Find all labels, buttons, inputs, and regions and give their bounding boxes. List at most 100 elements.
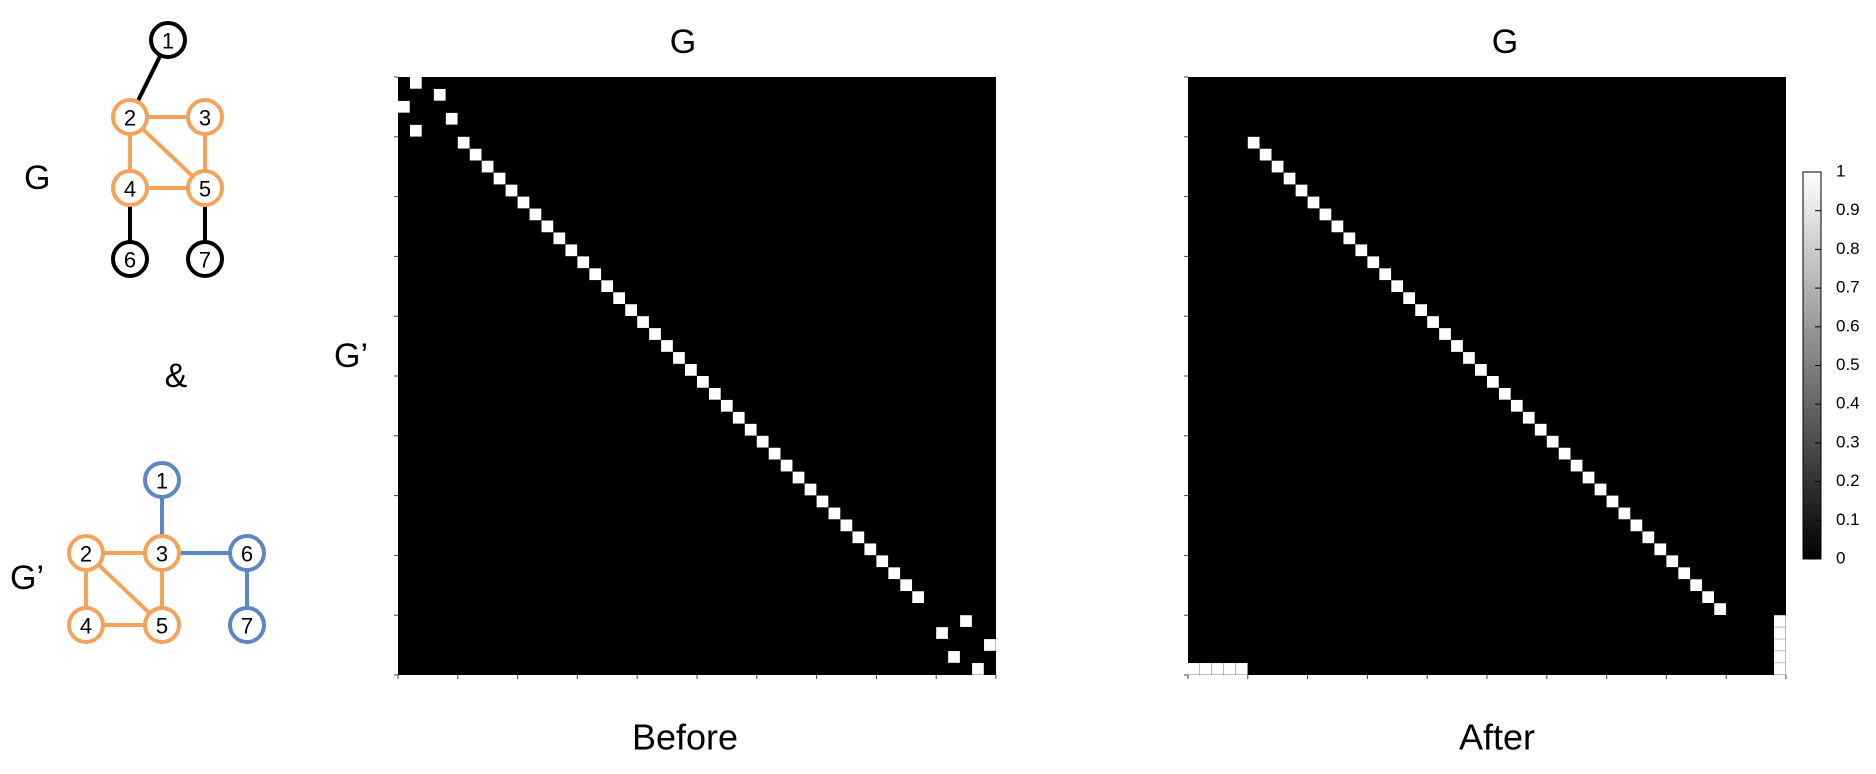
heatmap-cell (780, 459, 793, 472)
heatmap-cell (1415, 304, 1427, 316)
heatmap-cell (1427, 316, 1439, 328)
heatmap-cell (804, 483, 817, 496)
heatmap-cell (840, 519, 853, 532)
heatmap-cell (1594, 483, 1607, 496)
heatmap-cell (936, 627, 948, 639)
graph-gp-node-1: 1 (143, 461, 181, 499)
heatmap-cell (613, 292, 625, 304)
heatmap-cell (1702, 591, 1714, 603)
heatmap-cell (1343, 232, 1356, 245)
colorbar-tick-label: 0.5 (1836, 355, 1860, 374)
heatmap-cell (469, 148, 482, 161)
colorbar-tick-label: 0.6 (1836, 316, 1860, 335)
heatmap-cell (1774, 651, 1786, 663)
graph-gp-node-6: 6 (228, 534, 266, 572)
heatmap-cell (960, 615, 972, 627)
heatmap-cell (1522, 411, 1535, 424)
heatmap-before (394, 76, 997, 679)
graph-g: G 1 2 3 4 5 (24, 21, 224, 278)
heatmap-cell (1259, 148, 1272, 161)
colorbar-tick-label: 0 (1836, 548, 1845, 567)
heatmap-cell (1355, 244, 1368, 257)
heatmap-cell (1247, 136, 1260, 149)
heatmap-cell (1475, 364, 1487, 376)
heatmap-cell (553, 232, 566, 245)
graph-gp-node-1-label: 1 (156, 469, 168, 494)
graph-g-node-2-label: 2 (124, 106, 136, 131)
heatmap-cell (984, 639, 996, 651)
heatmap-cell (1319, 208, 1332, 221)
heatmap-cell (697, 376, 709, 388)
graph-g-node-3: 3 (186, 98, 224, 136)
colorbar-tick-label: 0.9 (1836, 200, 1860, 219)
heatmap-cell (601, 280, 614, 293)
heatmap-cell (1630, 519, 1643, 532)
ampersand: & (165, 357, 188, 395)
heatmap-cell (1403, 292, 1415, 304)
heatmap-cell (1498, 387, 1511, 400)
colorbar-ticks: 1 0.9 0.8 0.7 0.6 0.5 0.4 0.3 0.2 0.1 0 (1815, 161, 1860, 567)
colorbar-tick-label: 1 (1836, 161, 1845, 180)
heatmap-cell (565, 244, 578, 257)
graph-g-node-1-label: 1 (162, 29, 174, 54)
colorbar-tick-label: 0.2 (1836, 471, 1860, 490)
heatmap-cell (756, 435, 769, 448)
heatmap-cell (1451, 340, 1463, 352)
heatmap-cell (852, 531, 865, 544)
graph-gp-node-4: 4 (67, 606, 105, 644)
heatmap-cell (409, 124, 422, 137)
heatmap-cell (1690, 579, 1703, 592)
heatmap-cell (888, 567, 901, 580)
colorbar-tick-label: 0.1 (1836, 510, 1860, 529)
graph-g-node-5: 5 (186, 169, 224, 207)
heatmap-cell (1367, 256, 1380, 269)
heatmap-cell (625, 304, 637, 316)
graph-gp-node-5-label: 5 (156, 614, 168, 639)
graph-g-prime: G’ 1 2 3 4 5 (10, 461, 266, 644)
graph-g-node-5-label: 5 (199, 177, 211, 202)
graph-gp-node-3-label: 3 (156, 542, 168, 567)
before-caption: Before (632, 717, 738, 758)
heatmap-cell (1546, 435, 1559, 448)
graph-g-node-1: 1 (149, 21, 187, 59)
heatmap-cell (1678, 567, 1691, 580)
graph-gp-node-6-label: 6 (241, 542, 253, 567)
heatmap-cell (529, 208, 542, 221)
colorbar-tick-label: 0.3 (1836, 432, 1860, 451)
heatmap-cell (1642, 531, 1655, 544)
heatmap-cell (1534, 423, 1547, 436)
heatmap-cell (1714, 603, 1726, 615)
heatmap-cell (1199, 663, 1212, 675)
graph-g-node-7: 7 (186, 240, 224, 278)
colorbar-tick-label: 0.4 (1836, 394, 1860, 413)
heatmap-cell (493, 172, 506, 185)
before-top-label: G (670, 23, 696, 61)
heatmap-cell (685, 364, 697, 376)
colorbar-tick-label: 0.7 (1836, 278, 1860, 297)
heatmap-cell (876, 555, 889, 568)
heatmap-cell (577, 256, 590, 269)
heatmap-cell (972, 663, 984, 675)
heatmap-cell (768, 447, 781, 460)
heatmap-cell (1774, 615, 1786, 627)
graph-g-label: G (24, 159, 50, 197)
graph-gp-node-2-label: 2 (80, 542, 92, 567)
after-caption: After (1459, 717, 1535, 758)
graph-gp-node-7-label: 7 (241, 614, 253, 639)
heatmap-cell (1582, 471, 1595, 484)
heatmap-cell (1463, 352, 1475, 364)
heatmap-cell (708, 387, 721, 400)
heatmap-cell (720, 399, 733, 412)
heatmap-cell (1558, 447, 1571, 460)
graph-g-edges (128, 39, 207, 259)
heatmap-cell (505, 184, 518, 197)
heatmap-cell (1235, 663, 1248, 675)
heatmap-cell (1307, 196, 1320, 209)
heatmap-cell (1666, 555, 1679, 568)
graph-g-node-7-label: 7 (199, 248, 211, 273)
heatmap-cell (673, 352, 685, 364)
heatmap-cell (1570, 459, 1583, 472)
heatmap-cell (1618, 507, 1631, 520)
heatmap-cell (1606, 495, 1619, 508)
